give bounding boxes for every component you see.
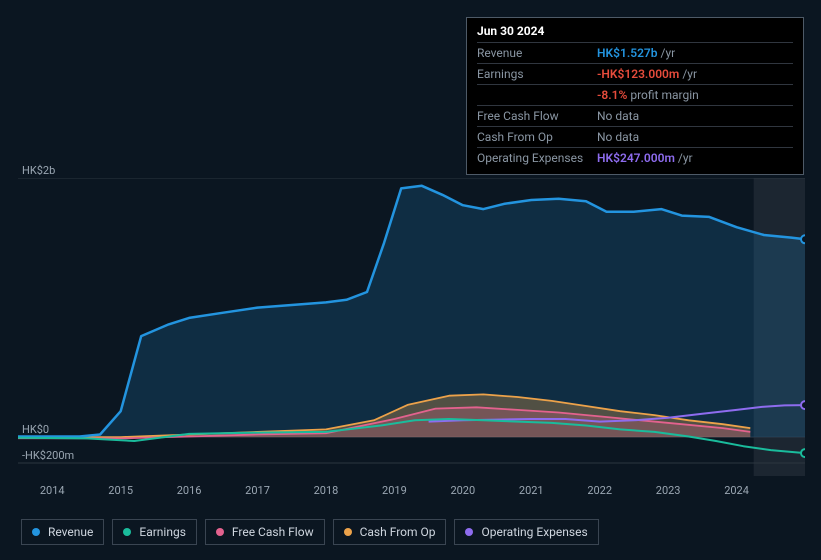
tooltip-row-value: HK$247.000m /yr [597, 150, 693, 166]
legend-item-opex[interactable]: Operating Expenses [454, 519, 598, 545]
x-axis-label: 2021 [519, 484, 544, 497]
tooltip-row-label: Operating Expenses [477, 150, 597, 166]
x-axis-label: 2015 [108, 484, 133, 497]
tooltip-rows: RevenueHK$1.527b /yrEarnings-HK$123.000m… [477, 42, 793, 168]
x-axis-label: 2023 [656, 484, 681, 497]
legend-item-revenue[interactable]: Revenue [21, 519, 104, 545]
tooltip-row-value: -8.1% profit margin [597, 87, 699, 103]
x-axis-label: 2020 [450, 484, 475, 497]
legend-item-label: Free Cash Flow [232, 525, 314, 539]
series-end-marker-revenue [801, 235, 805, 243]
legend-dot-icon [216, 528, 224, 536]
tooltip-row: Free Cash FlowNo data [477, 105, 793, 126]
legend-item-label: Cash From Op [360, 525, 436, 539]
tooltip-date: Jun 30 2024 [477, 24, 793, 38]
tooltip-row-value: -HK$123.000m /yr [597, 66, 697, 82]
tooltip-row: RevenueHK$1.527b /yr [477, 42, 793, 63]
legend-item-label: Earnings [139, 525, 186, 539]
tooltip-row: Earnings-HK$123.000m /yr [477, 63, 793, 84]
series-end-marker-earnings [801, 449, 805, 457]
tooltip-row-label: Cash From Op [477, 129, 597, 145]
tooltip-row-label: Earnings [477, 66, 597, 82]
legend-dot-icon [123, 528, 131, 536]
series-end-marker-opex [801, 401, 805, 409]
x-axis-label: 2018 [314, 484, 339, 497]
y-axis-label: HK$0 [22, 423, 49, 436]
x-axis-label: 2014 [40, 484, 65, 497]
legend-dot-icon [344, 528, 352, 536]
y-axis-label: -HK$200m [22, 449, 74, 462]
tooltip-row-label: Revenue [477, 45, 597, 61]
legend-dot-icon [32, 528, 40, 536]
tooltip-row: -8.1% profit margin [477, 84, 793, 105]
tooltip-row-label [477, 87, 597, 103]
tooltip-row-value: HK$1.527b /yr [597, 45, 675, 61]
legend-item-fcf[interactable]: Free Cash Flow [205, 519, 325, 545]
legend-item-label: Revenue [48, 525, 93, 539]
legend-item-label: Operating Expenses [481, 525, 587, 539]
tooltip-row-value: No data [597, 129, 639, 145]
x-axis-label: 2024 [724, 484, 749, 497]
chart-legend: Revenue Earnings Free Cash Flow Cash From O… [21, 519, 599, 545]
x-axis-label: 2019 [382, 484, 407, 497]
x-axis-label: 2016 [177, 484, 202, 497]
y-axis-label: HK$2b [22, 164, 55, 177]
x-axis-label: 2022 [587, 484, 612, 497]
x-axis-label: 2017 [245, 484, 270, 497]
series-area-revenue [18, 186, 805, 437]
tooltip-row-value: No data [597, 108, 639, 124]
tooltip-row-label: Free Cash Flow [477, 108, 597, 124]
legend-item-cfo[interactable]: Cash From Op [333, 519, 447, 545]
legend-item-earnings[interactable]: Earnings [112, 519, 197, 545]
chart-tooltip: Jun 30 2024 RevenueHK$1.527b /yrEarnings… [466, 17, 804, 175]
financials-chart[interactable] [18, 178, 805, 476]
legend-dot-icon [465, 528, 473, 536]
tooltip-row: Cash From OpNo data [477, 126, 793, 147]
tooltip-row: Operating ExpensesHK$247.000m /yr [477, 147, 793, 168]
